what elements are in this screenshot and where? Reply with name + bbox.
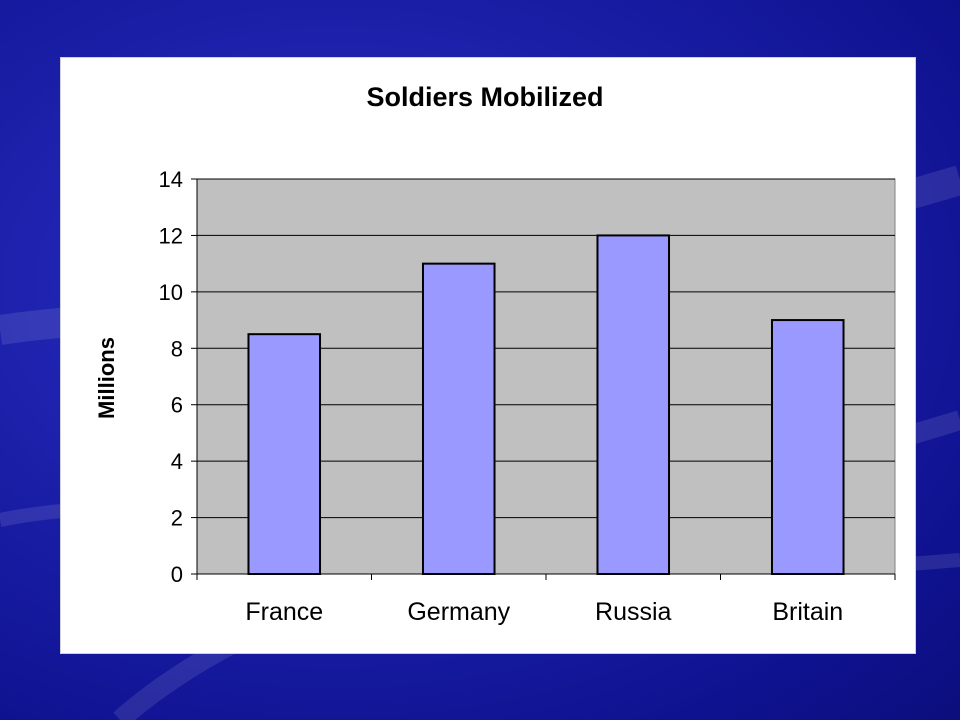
y-tick-label: 4	[171, 449, 183, 474]
x-tick-label: Russia	[595, 598, 672, 626]
y-tick-label: 2	[171, 506, 183, 531]
bar-britain	[770, 319, 845, 576]
chart-title: Soldiers Mobilized	[366, 82, 603, 112]
y-tick-label: 12	[159, 223, 183, 248]
bar-germany	[421, 262, 496, 575]
bar-france	[247, 333, 322, 575]
bar-russia	[596, 234, 671, 576]
x-tick-label: Britain	[772, 598, 843, 626]
y-tick-label: 8	[171, 336, 183, 361]
bar-chart: Soldiers Mobilized Millions 0 2 4 6 8 10 12 14 F…	[94, 82, 896, 626]
y-tick-label: 10	[159, 280, 183, 305]
y-axis-label: Millions	[94, 337, 119, 419]
chart-panel: Soldiers Mobilized Millions 0 2 4 6 8 10 12 14 F…	[60, 57, 916, 654]
y-tick-label: 14	[159, 167, 183, 192]
y-tick-label: 0	[171, 562, 183, 587]
y-tick-label: 6	[171, 393, 183, 418]
plot-area: 0 2 4 6 8 10 12 14 France Germany Russia Britain	[159, 167, 896, 626]
x-tick-label: Germany	[407, 598, 510, 626]
x-tick-label: France	[245, 598, 323, 626]
